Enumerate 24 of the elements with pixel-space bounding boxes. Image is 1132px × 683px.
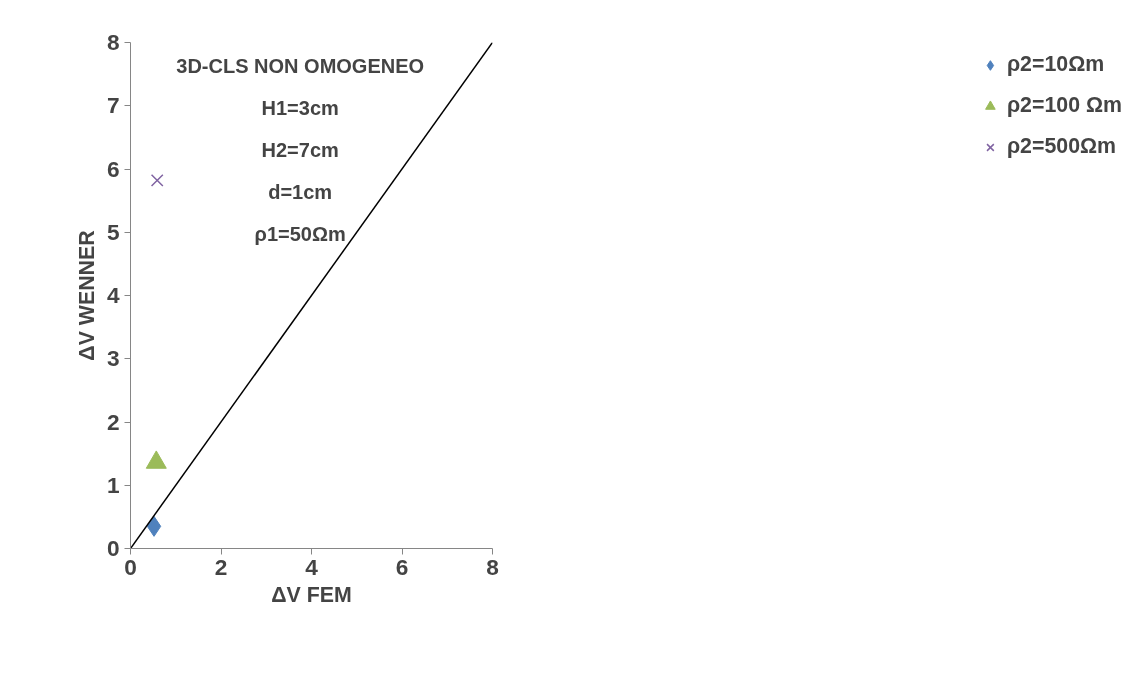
x-tick-label: 8 <box>486 553 499 580</box>
y-tick-label: 0 <box>106 535 120 561</box>
legend-label: ρ2=100 Ωm <box>1006 93 1122 118</box>
y-tick-label: 5 <box>106 218 120 245</box>
y-tick-label: 3 <box>106 345 120 372</box>
x-tick-label: 0 <box>124 553 137 580</box>
y-tick-label: 4 <box>106 282 120 308</box>
y-tick-label: 1 <box>106 471 120 498</box>
x-tick-label: 2 <box>214 553 228 580</box>
x-tick-label: 6 <box>395 553 409 580</box>
legend-label: ρ2=500Ωm <box>1006 134 1117 159</box>
annotation: 3D-CLS NON OMOGENEO <box>176 55 425 78</box>
y-axis-title: ΔV WENNER <box>74 230 99 361</box>
annotation: ρ1=50Ωm <box>254 223 346 246</box>
annotation: H1=3cm <box>261 97 339 120</box>
x-tick-label: 4 <box>305 553 319 580</box>
y-tick-label: 2 <box>106 408 120 435</box>
annotation: H2=7cm <box>261 139 339 162</box>
x-axis-title: ΔV FEM <box>271 582 352 607</box>
legend-label: ρ2=10Ωm <box>1006 52 1105 77</box>
y-tick-label: 7 <box>106 92 120 119</box>
annotation: d=1cm <box>268 181 333 204</box>
y-tick-label: 8 <box>106 29 120 55</box>
y-tick-label: 6 <box>106 155 120 182</box>
